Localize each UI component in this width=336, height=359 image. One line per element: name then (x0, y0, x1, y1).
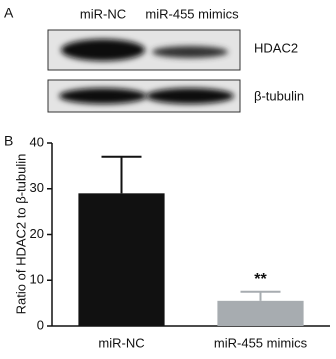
panel-label: B (4, 133, 13, 149)
bar (217, 300, 304, 326)
y-tick-label: 10 (30, 272, 44, 287)
lane-label: miR-NC (80, 6, 126, 21)
panel-label: A (4, 5, 14, 21)
y-axis-label: Ratio of HDAC2 to β-tubulin (13, 154, 28, 315)
x-tick-label: miR-NC (98, 335, 144, 350)
y-tick-label: 0 (37, 317, 44, 332)
blot-band (152, 46, 228, 58)
y-tick-label: 30 (30, 180, 44, 195)
bar (78, 193, 165, 326)
lane-label: miR-455 mimics (145, 6, 239, 21)
blot-band (59, 88, 147, 104)
y-tick-label: 40 (30, 134, 44, 149)
band-label: β-tubulin (254, 88, 304, 103)
band-label: HDAC2 (254, 40, 298, 55)
blot-band (61, 39, 145, 61)
significance-label: ** (254, 271, 267, 288)
y-tick-label: 20 (30, 226, 44, 241)
x-tick-label: miR-455 mimics (214, 335, 308, 350)
blot-band (146, 88, 234, 104)
